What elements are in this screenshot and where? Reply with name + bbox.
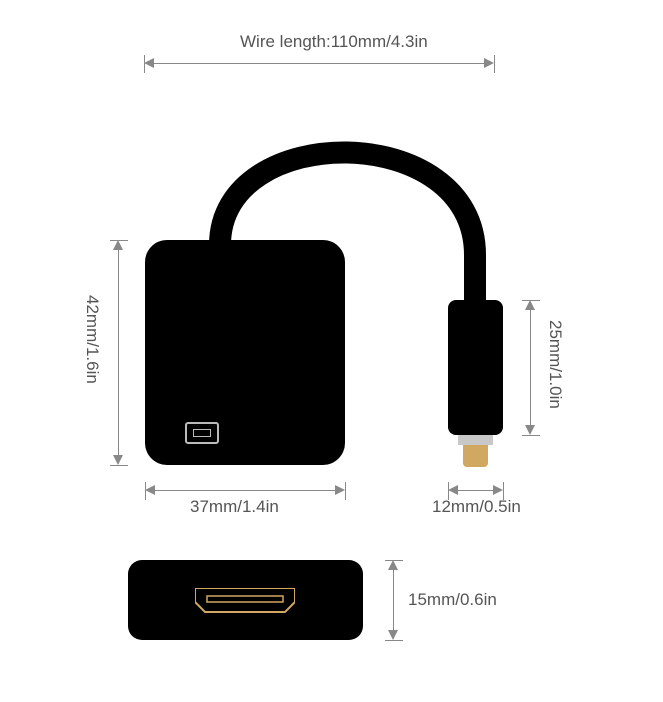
plug-body: [448, 300, 503, 435]
wire-length-label: Wire length:110mm/4.3in: [240, 32, 428, 52]
port-height-tick-b: [385, 640, 403, 641]
body-height-tick-b: [110, 465, 128, 466]
body-height-dimline: [118, 250, 119, 455]
plug-height-arrow-u: [525, 300, 535, 310]
plug-width-label: 12mm/0.5in: [432, 497, 521, 517]
body-width-tick-l: [145, 482, 146, 500]
plug-width-tick-l: [448, 482, 449, 500]
port-height-label: 15mm/0.6in: [408, 590, 497, 610]
plug-height-tick-b: [522, 435, 540, 436]
plug-height-dimline: [530, 310, 531, 425]
plug-width-dimline: [458, 490, 493, 491]
body-width-tick-r: [345, 482, 346, 500]
body-width-arrow-l: [145, 485, 155, 495]
port-height-dimline: [393, 570, 394, 630]
body-width-dimline: [155, 490, 335, 491]
body-width-arrow-r: [335, 485, 345, 495]
plug-height-arrow-d: [525, 425, 535, 435]
plug-height-label: 25mm/1.0in: [545, 320, 565, 409]
wire-length-tick-l: [144, 55, 145, 73]
body-height-tick-t: [110, 240, 128, 241]
plug-width-arrow-r: [493, 485, 503, 495]
plug-width-tick-r: [503, 482, 504, 500]
port-height-tick-t: [385, 560, 403, 561]
adapter-port-icon-inner: [193, 429, 211, 437]
wire-length-arrow-r: [484, 58, 494, 68]
port-height-arrow-u: [388, 560, 398, 570]
body-height-arrow-u: [113, 240, 123, 250]
wire-length-arrow-l: [144, 58, 154, 68]
wire-length-tick-r: [494, 55, 495, 73]
hdmi-port-icon: [195, 588, 295, 616]
body-height-arrow-d: [113, 455, 123, 465]
plug-gold-tip: [463, 445, 488, 467]
adapter-main-body: [145, 240, 345, 465]
body-height-label: 42mm/1.6in: [82, 295, 102, 384]
plug-metal-shoulder: [458, 435, 493, 445]
plug-height-tick-t: [522, 300, 540, 301]
plug-width-arrow-l: [448, 485, 458, 495]
body-width-label: 37mm/1.4in: [190, 497, 279, 517]
port-height-arrow-d: [388, 630, 398, 640]
wire-length-dimline: [154, 63, 484, 64]
